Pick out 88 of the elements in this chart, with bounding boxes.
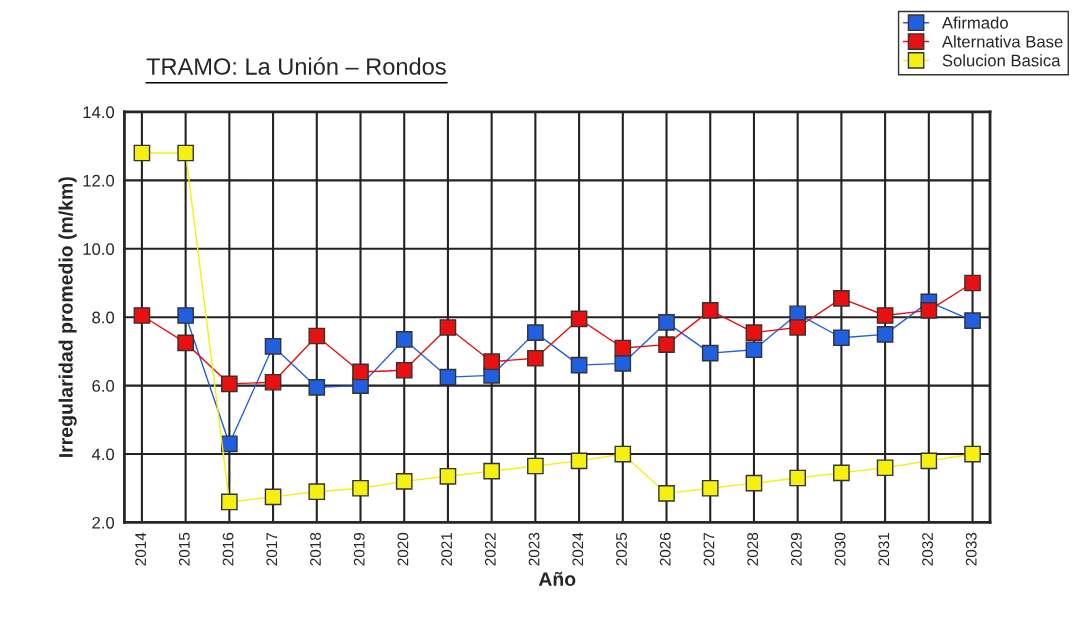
point: [614, 339, 632, 357]
point: [658, 485, 675, 502]
point: [133, 307, 151, 324]
point: [177, 144, 194, 162]
point: [964, 445, 981, 463]
x-tick-label: 2020: [397, 532, 409, 566]
point: [483, 462, 500, 480]
x-tick-label: 2016: [222, 532, 234, 566]
x-tick-label: 2019: [353, 532, 365, 566]
x-tick-label: 2032: [922, 532, 933, 566]
point: [395, 473, 413, 490]
y-tick-label: 8.0: [92, 311, 115, 324]
y-tick-label: 12.0: [83, 174, 115, 187]
point: [308, 483, 326, 501]
point: [614, 355, 632, 372]
legend-label: Afirmado: [941, 16, 1008, 29]
point: [570, 310, 588, 328]
x-tick-label: 2027: [703, 532, 715, 566]
point: [133, 144, 151, 162]
point: [789, 319, 807, 336]
point: [264, 337, 282, 355]
point: [876, 325, 894, 343]
point: [264, 373, 282, 391]
legend-label: Solucion Basica: [942, 54, 1061, 67]
y-tick-label: 6.0: [92, 380, 115, 392]
point: [920, 452, 938, 470]
point: [701, 302, 719, 319]
x-tick-label: 2017: [266, 532, 278, 566]
point: [658, 314, 675, 331]
point: [483, 353, 500, 371]
point: [264, 488, 282, 506]
x-tick-label: 2014: [135, 532, 147, 566]
point: [439, 467, 457, 485]
point: [570, 356, 588, 374]
point: [701, 479, 719, 497]
point: [527, 457, 544, 475]
point: [701, 344, 719, 362]
x-axis-title: Año: [538, 571, 576, 587]
x-tick-label: 2031: [878, 532, 890, 566]
point: [221, 493, 238, 511]
point: [177, 307, 194, 324]
y-tick-label: 14.0: [83, 106, 115, 119]
y-axis-title: Irregularidad promedio (m/km): [58, 177, 77, 457]
point: [789, 469, 807, 487]
x-tick-label: 2022: [484, 532, 496, 566]
x-tick-label: 2028: [747, 532, 759, 566]
point: [395, 331, 413, 348]
point: [439, 368, 457, 386]
point: [745, 474, 763, 492]
point: [352, 363, 369, 381]
point: [527, 349, 544, 367]
point: [395, 361, 413, 379]
chart-title: TRAMO: La Unión – Rondos: [146, 57, 446, 75]
x-tick-label: 2024: [572, 532, 584, 566]
point: [920, 302, 938, 319]
point: [308, 327, 326, 345]
point: [177, 334, 194, 352]
point: [352, 479, 369, 497]
x-tick-label: 2033: [965, 532, 977, 566]
x-tick-label: 2015: [178, 532, 190, 566]
point: [658, 336, 675, 353]
x-tick-label: 2018: [310, 532, 321, 566]
point: [221, 375, 238, 393]
point: [439, 319, 457, 336]
x-tick-label: 2029: [790, 532, 802, 566]
point: [833, 329, 850, 347]
point: [527, 324, 544, 341]
point: [570, 452, 588, 470]
point: [308, 379, 326, 396]
point: [876, 459, 894, 477]
x-tick-label: 2025: [616, 532, 627, 566]
point: [876, 307, 894, 324]
x-tick-label: 2026: [659, 532, 671, 566]
point: [964, 312, 981, 329]
point: [833, 290, 850, 307]
point: [745, 341, 763, 359]
x-tick-label: 2023: [528, 532, 540, 566]
legend-label: Alternativa Base: [941, 35, 1063, 48]
x-tick-label: 2021: [441, 532, 453, 566]
y-tick-label: 10.0: [83, 243, 115, 255]
point: [833, 464, 850, 482]
x-tick-label: 2030: [834, 532, 846, 566]
point: [614, 445, 632, 463]
y-tick-label: 4.0: [91, 448, 115, 461]
y-tick-label: 2.0: [92, 516, 115, 529]
point: [221, 435, 238, 453]
point: [745, 324, 763, 341]
point: [964, 274, 981, 292]
